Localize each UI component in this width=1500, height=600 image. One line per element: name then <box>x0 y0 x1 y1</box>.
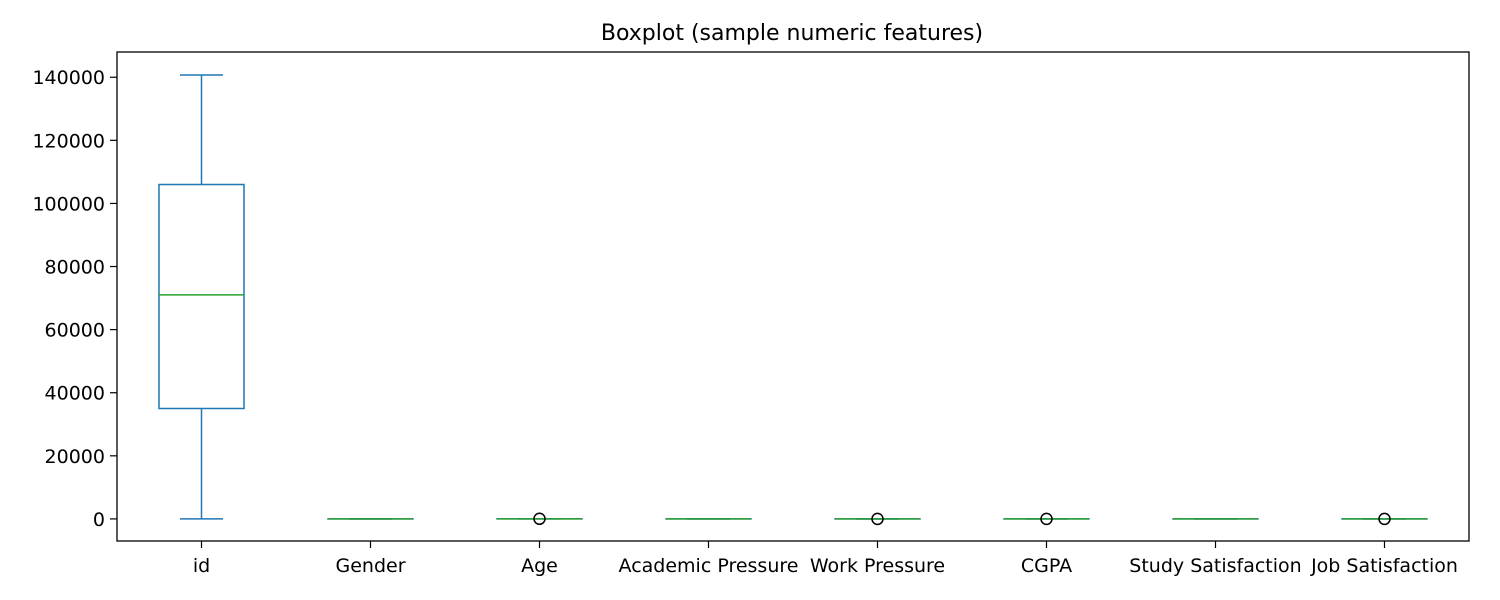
x-tick-label: Age <box>521 555 558 577</box>
plot-frame <box>116 51 1470 542</box>
x-tick-label: Work Pressure <box>810 555 945 577</box>
y-tick-label: 40000 <box>45 383 105 405</box>
box-body <box>158 183 245 410</box>
outlier-point <box>1040 512 1053 526</box>
y-tick-label: 0 <box>93 509 105 531</box>
outlier-point <box>533 512 546 526</box>
plot-marks <box>158 74 1428 526</box>
chart-title: Boxplot (sample numeric features) <box>601 21 983 46</box>
y-tick-label: 100000 <box>32 193 105 215</box>
outlier-point <box>1378 512 1391 526</box>
x-tick-label: CGPA <box>1021 555 1072 577</box>
x-axis: id Gender Age Academic Pressure Work Pressur… <box>193 541 1458 577</box>
y-tick-label: 140000 <box>32 67 105 89</box>
outlier-point <box>871 512 884 526</box>
box-id <box>158 74 245 520</box>
y-axis: 0 20000 40000 60000 80000 100000 120000 140000 <box>32 67 117 531</box>
y-tick-label: 60000 <box>45 320 105 342</box>
y-tick-label: 80000 <box>45 257 105 279</box>
box-job-satisfaction <box>1341 512 1428 526</box>
x-tick-label: Gender <box>335 555 405 577</box>
y-tick-label: 120000 <box>32 130 105 152</box>
box-age <box>496 512 583 526</box>
box-cgpa <box>1003 512 1090 526</box>
x-tick-label: Job Satisfaction <box>1310 555 1458 577</box>
y-tick-label: 20000 <box>45 446 105 468</box>
x-tick-label: id <box>193 555 210 577</box>
box-work-pressure <box>834 512 921 526</box>
x-tick-label: Study Satisfaction <box>1129 555 1301 577</box>
x-tick-label: Academic Pressure <box>619 555 799 577</box>
